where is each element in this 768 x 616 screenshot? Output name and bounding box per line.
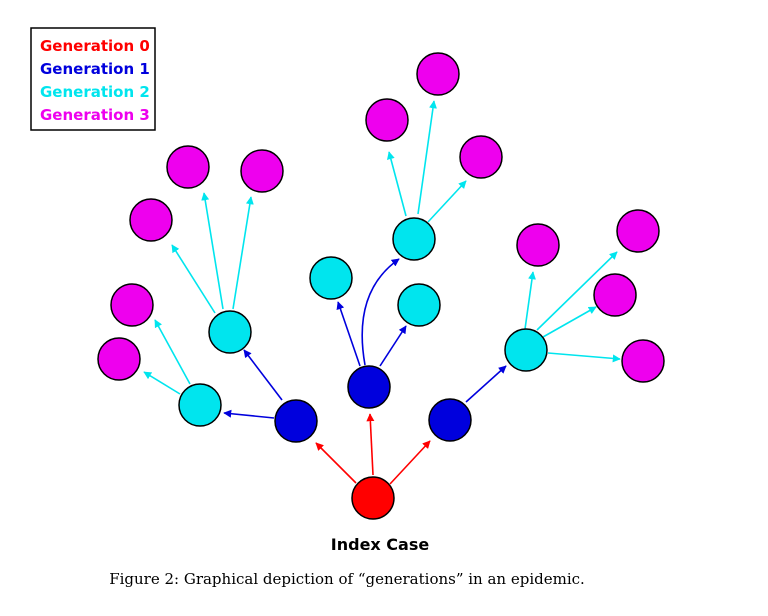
legend-item-generation-1: Generation 1 [40,60,150,78]
node-gen3 [166,145,210,189]
edge-g2-right-to-g3-a [524,271,536,330]
edge-g1-center-to-g2-c [379,325,407,367]
nodes-generation-1 [274,365,472,443]
edge-g1-left-to-g2-a [223,409,275,419]
edge-g2-b-to-g3-a [171,244,216,314]
node-gen1 [428,398,472,442]
node-index-case [351,476,395,520]
legend: Generation 0 Generation 1 Generation 2 G… [30,27,156,131]
node-gen3 [459,135,503,179]
node-gen1 [274,399,318,443]
node-gen3 [97,337,141,381]
legend-box [30,27,156,131]
node-gen3 [365,98,409,142]
node-gen2 [178,383,222,427]
node-gen1 [347,365,391,409]
nodes-generation-2 [178,217,548,427]
edge-g2-top-to-g3-c [427,180,467,223]
node-gen3 [516,223,560,267]
edge-g1-right-to-g2 [465,365,507,403]
node-gen3 [616,209,660,253]
edge-g1-left-to-g2-b [243,349,283,401]
node-gen2 [208,310,252,354]
edge-g2-b-to-g3-c [232,196,254,310]
node-gen3 [593,273,637,317]
index-case-label: Index Case [331,535,430,554]
edge-g2-right-to-g3-b [536,251,618,331]
edge-g2-a-to-g3-a [143,371,181,395]
legend-item-generation-0: Generation 0 [40,37,150,55]
edge-g2-b-to-g3-b [201,192,224,310]
edges-generation-1 [315,413,431,485]
node-gen2 [392,217,436,261]
node-gen3 [621,339,665,383]
edge-g1-center-to-g2-a [336,301,361,367]
figure-caption: Figure 2: Graphical depiction of “genera… [109,570,585,588]
node-gen2 [309,256,353,300]
node-gen3 [110,283,154,327]
legend-item-generation-2: Generation 2 [40,83,150,101]
node-gen3 [129,198,173,242]
edge-g2-right-to-g3-d [547,352,621,363]
edge-g2-top-to-g3-b [417,100,437,215]
edge-index-to-g1-left [315,442,357,484]
node-gen3 [416,52,460,96]
edge-g1-center-to-g2-b [361,258,400,366]
edge-g2-right-to-g3-c [542,306,597,338]
node-gen2 [397,283,441,327]
edges-generation-2 [223,258,507,419]
node-gen2 [504,328,548,372]
edges-generation-3 [143,100,621,395]
edge-index-to-g1-right [389,440,431,485]
edge-index-to-g1-center [366,413,375,476]
nodes-generation-3 [97,52,665,383]
edge-g2-a-to-g3-b [154,319,191,385]
edge-g2-top-to-g3-a [386,151,407,217]
legend-item-generation-3: Generation 3 [40,106,150,124]
node-gen3 [240,149,284,193]
